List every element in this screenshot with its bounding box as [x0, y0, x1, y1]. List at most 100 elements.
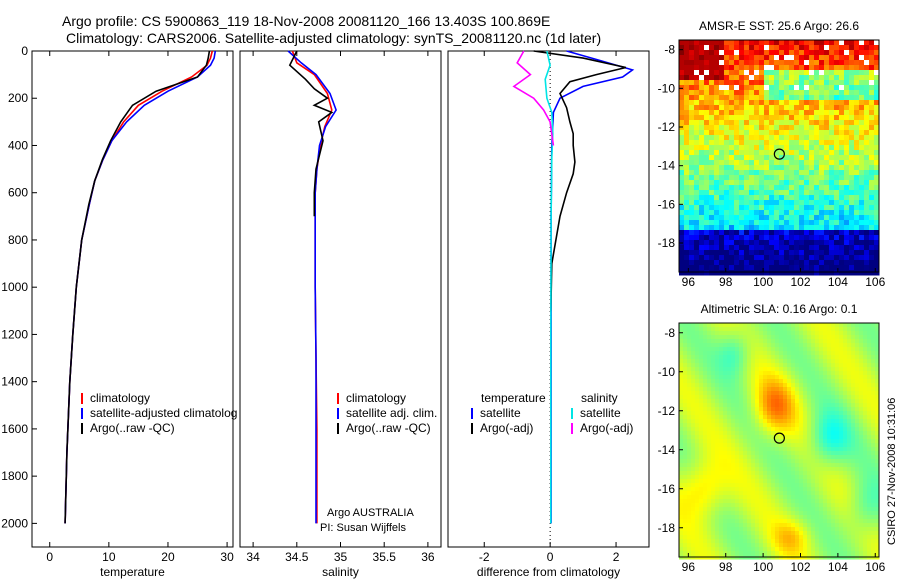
altimetric_sla-cell [679, 399, 684, 404]
amsre_sst-cell [759, 135, 765, 141]
altimetric_sla-cell [839, 443, 844, 448]
altimetric_sla-cell [711, 551, 716, 556]
altimetric_sla-cell [679, 407, 684, 412]
altimetric_sla-cell [839, 411, 844, 416]
altimetric_sla-cell [707, 395, 712, 400]
altimetric_sla-cell [679, 367, 684, 372]
amsre_sst-cell [799, 190, 805, 196]
altimetric_sla-cell [875, 379, 880, 384]
amsre_sst-cell [749, 75, 755, 81]
amsre_sst-cell [839, 255, 845, 261]
amsre_sst-cell [859, 265, 865, 271]
amsre_sst-cell [859, 180, 865, 186]
altimetric_sla-cell [707, 403, 712, 408]
altimetric_sla-cell [703, 491, 708, 496]
amsre_sst-cell [874, 255, 880, 261]
altimetric_sla-cell [843, 323, 848, 328]
amsre_sst-cell [719, 75, 725, 81]
amsre_sst-cell [809, 40, 815, 46]
amsre_sst-cell [809, 210, 815, 216]
amsre_sst-cell [834, 270, 840, 276]
amsre_sst-cell [769, 245, 775, 251]
amsre_sst-cell [779, 40, 785, 46]
amsre_sst-cell [744, 145, 750, 151]
altimetric_sla-cell [803, 519, 808, 524]
amsre_sst-cell [759, 250, 765, 256]
altimetric_sla-cell [835, 547, 840, 552]
altimetric_sla-cell [683, 379, 688, 384]
altimetric_sla-cell [839, 447, 844, 452]
altimetric_sla-cell [827, 343, 832, 348]
amsre_sst-ytick-label: -14 [658, 159, 676, 173]
altimetric_sla-cell [843, 363, 848, 368]
amsre_sst-cell [684, 190, 690, 196]
altimetric_sla-cell [787, 451, 792, 456]
amsre_sst-cell [719, 160, 725, 166]
altimetric_sla-cell [739, 471, 744, 476]
altimetric_sla-cell [871, 383, 876, 388]
amsre_sst-cell [839, 185, 845, 191]
altimetric_sla-cell [783, 539, 788, 544]
altimetric_sla-cell [759, 515, 764, 520]
amsre_sst-cell [794, 165, 800, 171]
altimetric_sla-cell [703, 359, 708, 364]
altimetric_sla-cell [811, 539, 816, 544]
amsre_sst-cell [774, 85, 780, 91]
amsre_sst-cell [734, 185, 740, 191]
amsre_sst-cell [779, 120, 785, 126]
amsre_sst-cell [719, 65, 725, 71]
altimetric_sla-cell [863, 371, 868, 376]
amsre_sst-cell [834, 75, 840, 81]
altimetric_sla-cell [839, 351, 844, 356]
altimetric_sla-cell [727, 379, 732, 384]
altimetric_sla-cell [795, 535, 800, 540]
amsre_sst-cell [789, 175, 795, 181]
amsre_sst-cell [789, 250, 795, 256]
amsre_sst-cell [694, 95, 700, 101]
altimetric_sla-cell [723, 463, 728, 468]
altimetric_sla-cell [719, 427, 724, 432]
altimetric_sla-cell [799, 483, 804, 488]
altimetric_sla-cell [787, 447, 792, 452]
altimetric_sla-cell [863, 495, 868, 500]
altimetric_sla-cell [735, 387, 740, 392]
altimetric_sla-cell [843, 343, 848, 348]
amsre_sst-cell [819, 145, 825, 151]
altimetric_sla-cell [823, 355, 828, 360]
altimetric_sla-cell [727, 467, 732, 472]
amsre_sst-cell [774, 165, 780, 171]
altimetric_sla-cell [867, 407, 872, 412]
altimetric_sla-cell [679, 483, 684, 488]
altimetric_sla-cell [803, 343, 808, 348]
amsre_sst-cell [869, 270, 875, 276]
altimetric_sla-cell [867, 487, 872, 492]
altimetric_sla-cell [799, 447, 804, 452]
altimetric_sla-cell [827, 411, 832, 416]
amsre_sst-cell [744, 75, 750, 81]
altimetric_sla-cell [867, 531, 872, 536]
altimetric_sla-cell [711, 387, 716, 392]
altimetric_sla-cell [811, 343, 816, 348]
altimetric_sla-cell [863, 375, 868, 380]
altimetric_sla-cell [747, 487, 752, 492]
altimetric_sla-cell [739, 391, 744, 396]
altimetric_sla-cell [767, 439, 772, 444]
altimetric_sla-cell [827, 443, 832, 448]
altimetric_sla-cell [743, 535, 748, 540]
altimetric_sla-cell [823, 347, 828, 352]
altimetric_sla-cell [875, 495, 880, 500]
amsre_sst-cell [809, 90, 815, 96]
altimetric_sla-cell [791, 335, 796, 340]
altimetric_sla-cell [763, 471, 768, 476]
altimetric_sla-cell [711, 483, 716, 488]
altimetric_sla-cell [723, 439, 728, 444]
altimetric_sla-cell [819, 363, 824, 368]
altimetric_sla-cell [807, 511, 812, 516]
amsre_sst-cell [849, 105, 855, 111]
altimetric_sla-cell [855, 343, 860, 348]
altimetric_sla-cell [847, 379, 852, 384]
altimetric_sla-cell [819, 467, 824, 472]
altimetric_sla-cell [735, 403, 740, 408]
amsre_sst-cell [714, 205, 720, 211]
altimetric_sla-cell [763, 351, 768, 356]
